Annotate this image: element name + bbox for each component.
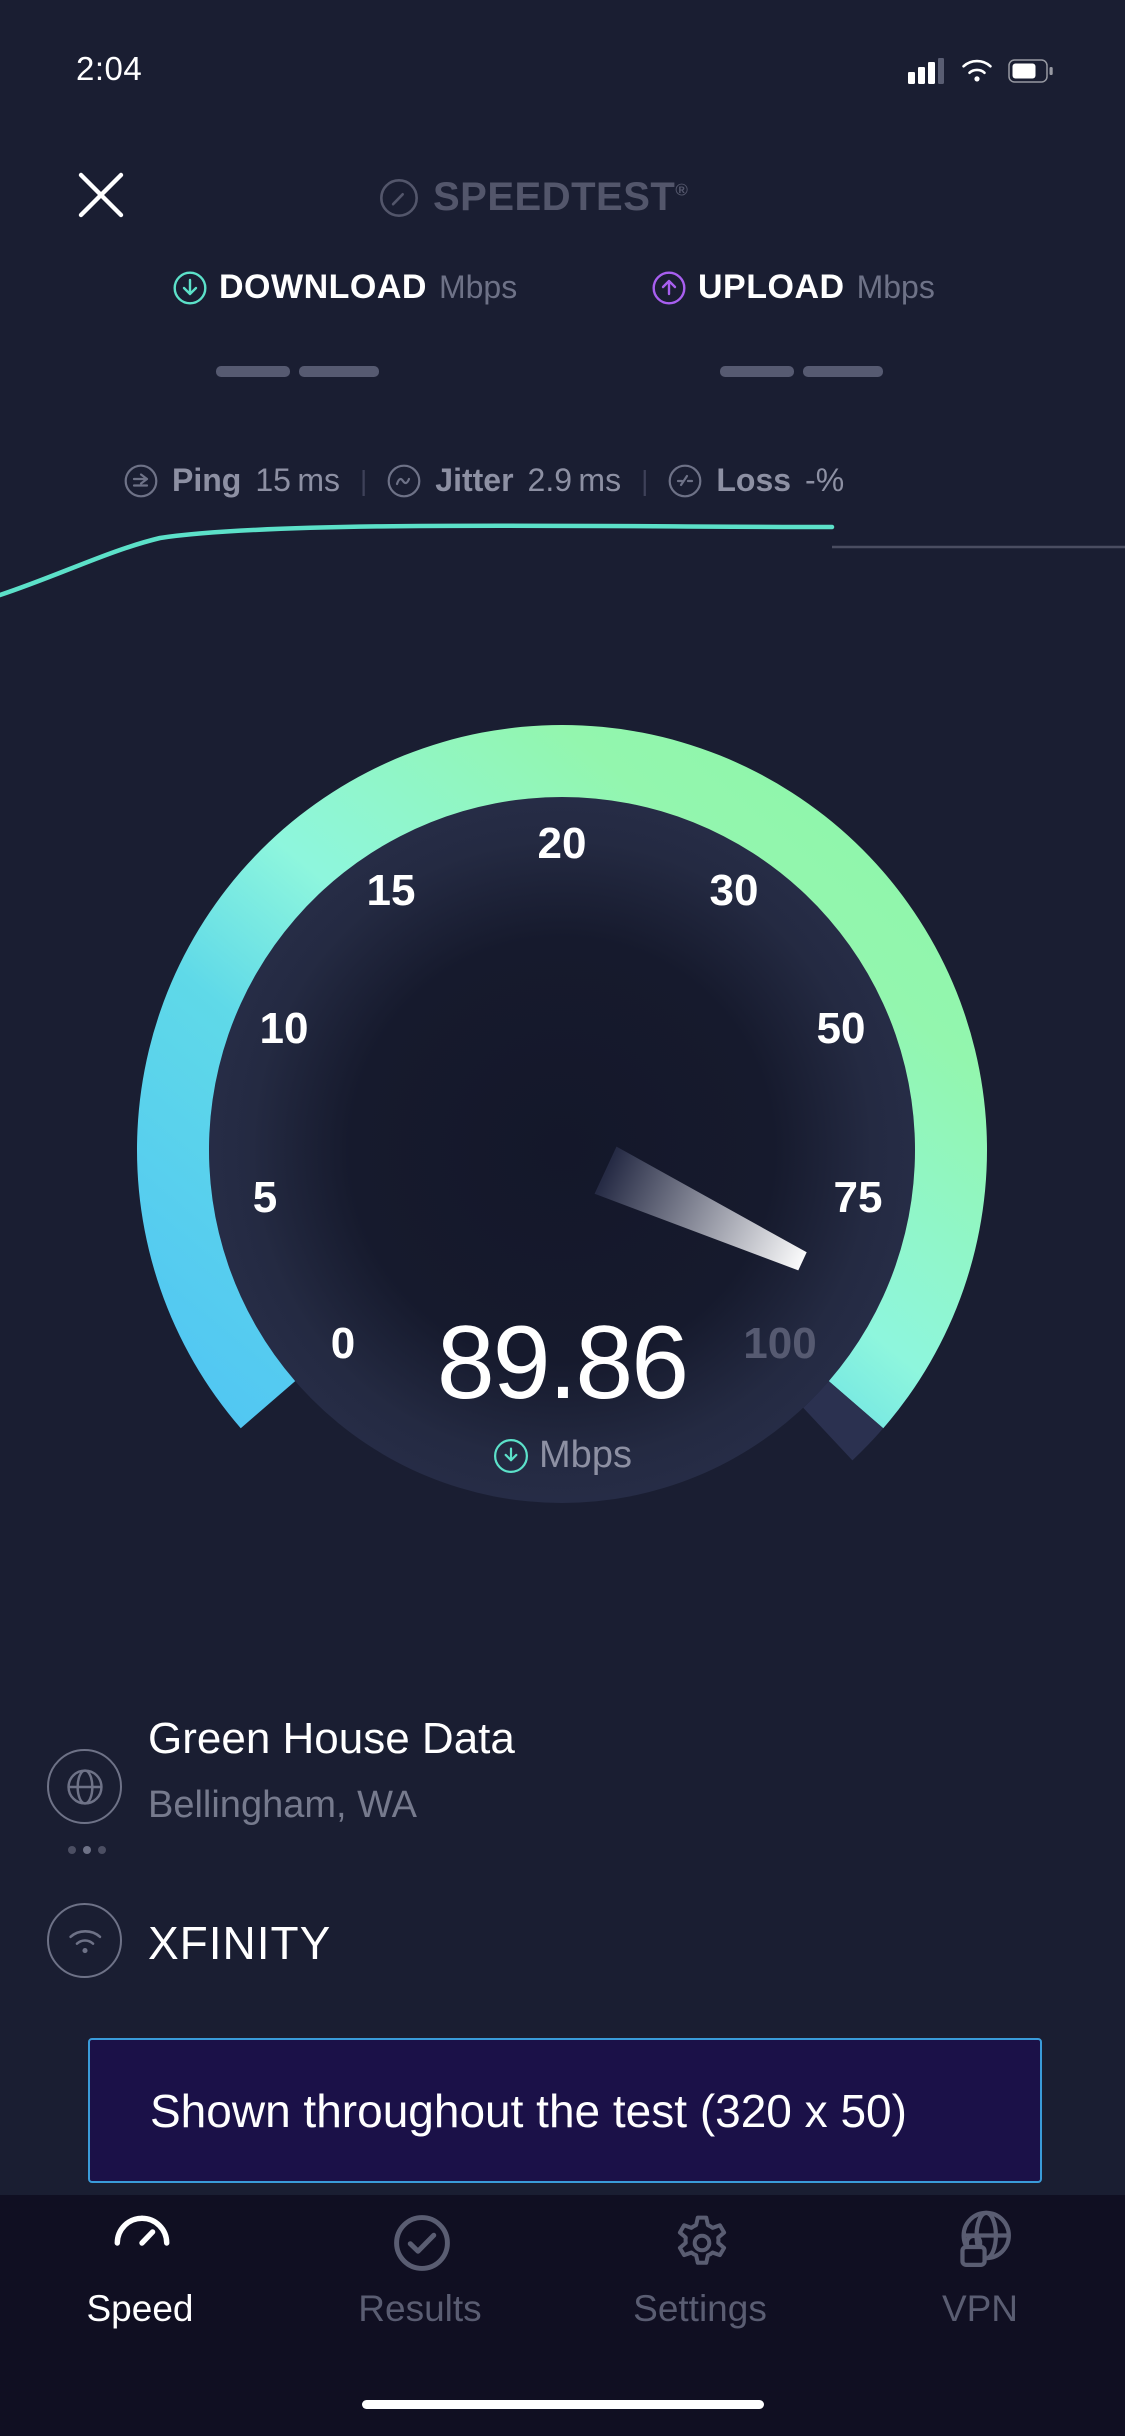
svg-text:10: 10: [260, 1004, 309, 1053]
svg-text:75: 75: [834, 1173, 883, 1222]
svg-text:50: 50: [817, 1004, 866, 1053]
svg-text:89.86: 89.86: [437, 1305, 687, 1421]
svg-text:5: 5: [253, 1173, 277, 1222]
svg-text:0: 0: [331, 1319, 355, 1368]
svg-text:15: 15: [367, 866, 416, 915]
svg-text:30: 30: [710, 866, 759, 915]
svg-text:20: 20: [538, 819, 587, 868]
svg-text:100: 100: [743, 1319, 816, 1368]
